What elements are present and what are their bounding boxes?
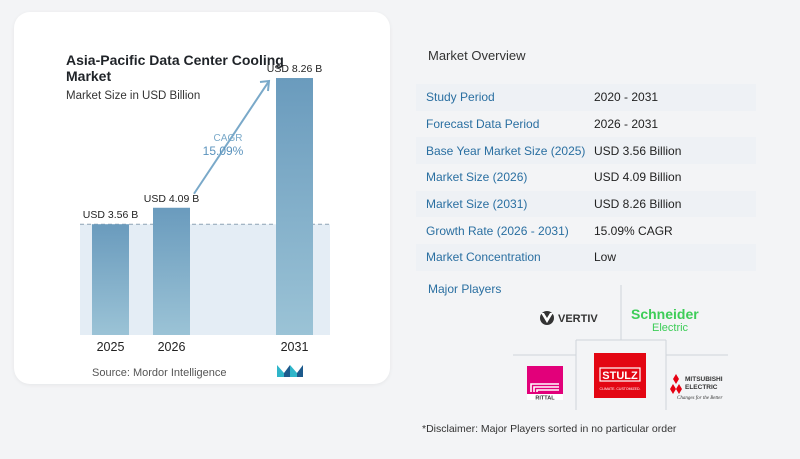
overview-label: Market Concentration xyxy=(426,250,541,265)
mordor-intelligence-logo-icon xyxy=(277,365,303,377)
stulz-tagline-text: CLIMATE. CUSTOMIZED. xyxy=(600,387,641,391)
x-tick-label: 2031 xyxy=(281,340,309,354)
overview-row: Base Year Market Size (2025) USD 3.56 Bi… xyxy=(416,137,756,165)
cagr-arrow xyxy=(193,80,270,195)
overview-value: 2026 - 2031 xyxy=(594,117,659,132)
cagr-arrow-head xyxy=(259,79,271,92)
cagr-label: CAGR xyxy=(214,133,243,144)
overview-label: Growth Rate (2026 - 2031) xyxy=(426,223,569,238)
schneider-logo-text: Schneider xyxy=(631,306,699,322)
major-players-title: Major Players xyxy=(428,282,502,296)
stulz-logo-text: STULZ xyxy=(602,370,638,382)
logo-grid-lines xyxy=(513,285,728,410)
source-note: Source: Mordor Intelligence xyxy=(92,367,227,379)
overview-value: 15.09% CAGR xyxy=(594,223,673,238)
bar-value-label: USD 3.56 B xyxy=(83,209,138,221)
x-tick-label: 2025 xyxy=(97,340,125,354)
overview-value: USD 8.26 Billion xyxy=(594,197,682,212)
overview-label: Base Year Market Size (2025) xyxy=(426,143,586,158)
vertiv-logo: VERTIV xyxy=(540,311,598,325)
rittal-logo-text: RITTAL xyxy=(535,396,555,402)
overview-value: USD 3.56 Billion xyxy=(594,143,682,158)
stulz-logo: STULZ CLIMATE. CUSTOMIZED. xyxy=(594,353,646,398)
overview-row: Forecast Data Period 2026 - 2031 xyxy=(416,111,756,138)
overview-row: Market Size (2026) USD 4.09 Billion xyxy=(416,164,756,191)
chart-title: Asia-Pacific Data Center Cooling Market xyxy=(66,52,284,84)
bar-2031 xyxy=(276,78,313,336)
rittal-logo: RITTAL xyxy=(527,366,563,402)
bar-2026 xyxy=(153,207,190,335)
overview-value: USD 4.09 Billion xyxy=(594,170,682,185)
bar-value-label: USD 4.09 B xyxy=(144,193,199,205)
cagr-value: 15.09% xyxy=(203,144,244,158)
electric-logo-text: Electric xyxy=(652,322,689,334)
market-overview-table: Study Period 2020 - 2031 Forecast Data P… xyxy=(416,84,756,271)
chart-subtitle: Market Size in USD Billion xyxy=(66,90,201,102)
market-overview-title: Market Overview xyxy=(428,48,526,63)
bar-2025 xyxy=(92,224,129,335)
mitsubishi-tagline-text: Changes for the Better xyxy=(677,396,722,401)
electric-logo-text: ELECTRIC xyxy=(685,384,718,391)
overview-row: Study Period 2020 - 2031 xyxy=(416,84,756,111)
overview-label: Market Size (2031) xyxy=(426,197,528,212)
overview-row: Market Concentration Low xyxy=(416,244,756,271)
mitsubishi-logo-text: MITSUBISHI xyxy=(685,376,723,383)
overview-value: 2020 - 2031 xyxy=(594,90,659,105)
disclaimer-note: *Disclaimer: Major Players sorted in no … xyxy=(422,423,677,435)
vertiv-logo-text: VERTIV xyxy=(558,313,598,325)
overview-label: Market Size (2026) xyxy=(426,170,528,185)
overview-label: Study Period xyxy=(426,90,495,105)
overview-label: Forecast Data Period xyxy=(426,117,540,132)
x-tick-label: 2026 xyxy=(158,340,186,354)
mitsubishi-electric-logo: MITSUBISHI ELECTRIC Changes for the Bett… xyxy=(670,374,723,401)
schneider-electric-logo: Schneider Electric xyxy=(631,306,699,334)
bar-value-label: USD 8.26 B xyxy=(267,63,322,75)
overview-row: Market Size (2031) USD 8.26 Billion xyxy=(416,190,756,218)
overview-value: Low xyxy=(594,250,617,265)
overview-row: Growth Rate (2026 - 2031) 15.09% CAGR xyxy=(416,217,756,244)
